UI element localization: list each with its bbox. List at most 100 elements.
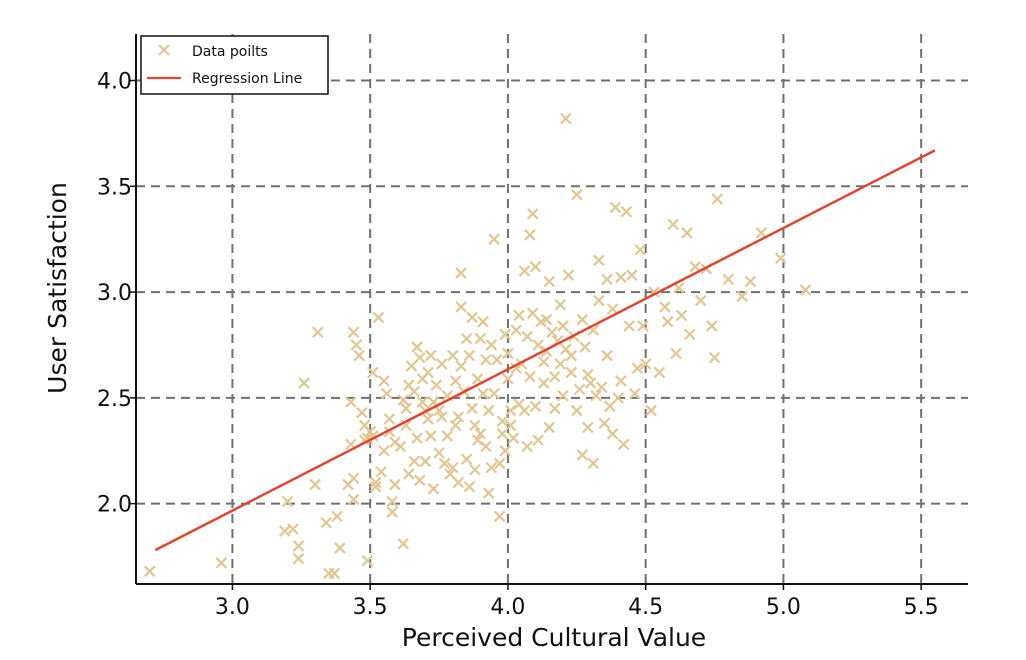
data-point bbox=[292, 552, 305, 565]
data-point bbox=[526, 208, 539, 220]
data-point bbox=[601, 349, 613, 362]
data-point bbox=[408, 385, 421, 398]
data-point bbox=[653, 366, 666, 379]
data-point-stroke bbox=[449, 375, 462, 387]
data-point-stroke bbox=[477, 387, 489, 400]
data-point-stroke bbox=[482, 404, 495, 417]
data-point-stroke bbox=[309, 478, 321, 491]
data-point bbox=[444, 468, 456, 480]
data-point-stroke bbox=[215, 557, 228, 569]
data-point-stroke bbox=[529, 260, 542, 273]
data-point bbox=[639, 358, 652, 370]
data-point-stroke bbox=[422, 413, 434, 425]
data-point bbox=[281, 495, 294, 508]
data-point-stroke bbox=[543, 275, 556, 288]
data-point bbox=[513, 309, 525, 322]
data-point-stroke bbox=[631, 362, 644, 375]
data-point bbox=[356, 406, 368, 419]
data-point-stroke bbox=[623, 320, 635, 332]
data-point bbox=[681, 227, 693, 239]
data-point-stroke bbox=[488, 387, 500, 400]
data-point-stroke bbox=[601, 349, 613, 362]
data-point bbox=[449, 419, 462, 432]
data-point-stroke bbox=[397, 394, 410, 406]
data-point bbox=[532, 339, 545, 351]
data-point bbox=[408, 455, 421, 468]
y-tick-label: 3.5 bbox=[97, 175, 132, 200]
data-point bbox=[620, 205, 633, 218]
data-point-stroke bbox=[565, 349, 578, 362]
data-point bbox=[378, 444, 390, 457]
data-point-stroke bbox=[615, 271, 627, 284]
data-point-stroke bbox=[548, 402, 561, 415]
data-point bbox=[482, 487, 495, 499]
data-point bbox=[405, 360, 418, 372]
data-point-stroke bbox=[595, 381, 608, 394]
data-point bbox=[576, 313, 589, 326]
data-point bbox=[694, 294, 707, 307]
data-point-stroke bbox=[675, 309, 688, 322]
data-point bbox=[518, 265, 531, 277]
data-point-stroke bbox=[449, 419, 462, 432]
data-point-stroke bbox=[474, 332, 487, 345]
data-point bbox=[320, 516, 332, 529]
data-point bbox=[615, 375, 627, 387]
data-point-stroke bbox=[689, 260, 702, 273]
data-point-stroke bbox=[661, 315, 674, 328]
data-point-stroke bbox=[460, 332, 473, 345]
data-point bbox=[502, 373, 514, 385]
data-point-stroke bbox=[278, 525, 291, 537]
data-point-stroke bbox=[711, 193, 724, 205]
data-point-stroke bbox=[485, 339, 498, 351]
data-point-stroke bbox=[471, 434, 484, 446]
y-tick-label: 2.0 bbox=[97, 493, 132, 518]
data-point-stroke bbox=[375, 466, 387, 478]
data-point-stroke bbox=[653, 366, 666, 379]
data-point bbox=[386, 495, 398, 508]
data-point-stroke bbox=[694, 294, 707, 307]
data-point-stroke bbox=[502, 347, 514, 360]
data-point-stroke bbox=[408, 455, 421, 468]
legend: Data poilts Regression Line bbox=[140, 35, 329, 95]
data-point bbox=[499, 444, 511, 457]
data-point bbox=[537, 377, 550, 389]
data-point-stroke bbox=[369, 480, 382, 493]
data-point bbox=[278, 525, 291, 537]
data-point bbox=[562, 269, 575, 281]
data-point-stroke bbox=[504, 404, 517, 417]
data-point bbox=[510, 324, 522, 336]
data-point-stroke bbox=[367, 366, 379, 379]
data-point-stroke bbox=[400, 402, 412, 415]
data-point bbox=[540, 313, 553, 326]
data-point bbox=[667, 218, 679, 231]
data-point-stroke bbox=[543, 421, 556, 434]
data-point-stroke bbox=[507, 432, 520, 444]
data-point-stroke bbox=[312, 326, 324, 339]
data-point-stroke bbox=[499, 328, 511, 341]
data-point bbox=[706, 320, 718, 332]
x-axis-title: Perceived Cultural Value bbox=[402, 623, 706, 652]
data-point-stroke bbox=[447, 461, 459, 474]
data-point bbox=[474, 428, 487, 440]
data-point bbox=[521, 330, 533, 343]
data-point-stroke bbox=[292, 540, 305, 552]
data-point bbox=[455, 301, 467, 313]
data-point-stroke bbox=[480, 440, 492, 453]
y-tick-label: 3.0 bbox=[97, 281, 132, 306]
data-point-stroke bbox=[562, 269, 575, 281]
data-point bbox=[397, 394, 410, 406]
data-point-stroke bbox=[672, 282, 685, 294]
data-point bbox=[559, 112, 572, 125]
data-point-stroke bbox=[419, 455, 432, 468]
data-point bbox=[565, 349, 578, 362]
data-point-stroke bbox=[436, 358, 448, 370]
data-point bbox=[593, 294, 605, 307]
data-point bbox=[441, 430, 454, 442]
data-point-stroke bbox=[521, 330, 533, 343]
data-point-stroke bbox=[493, 510, 506, 523]
data-point-stroke bbox=[526, 307, 539, 320]
data-point-stroke bbox=[659, 301, 671, 313]
data-point-stroke bbox=[546, 326, 558, 339]
data-point bbox=[463, 349, 476, 362]
data-point-stroke bbox=[441, 389, 454, 402]
